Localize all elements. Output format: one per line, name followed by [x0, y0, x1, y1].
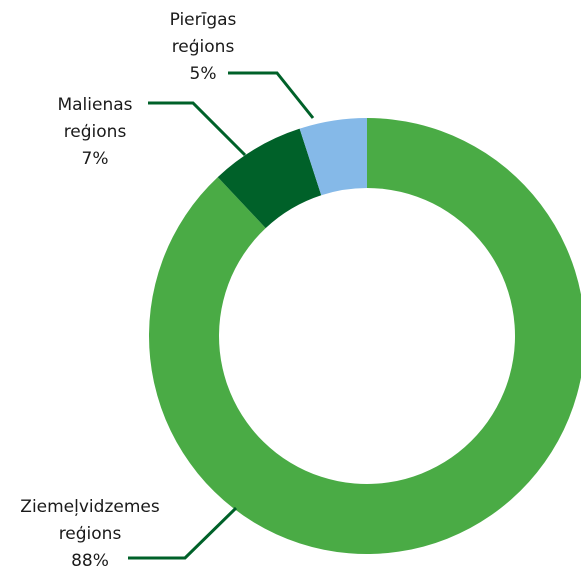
donut-slice: [149, 118, 581, 554]
donut-slice: [217, 128, 322, 229]
value-label: 88%: [71, 551, 109, 570]
slice-label: Ziemeļvidzemes reģions: [20, 497, 160, 544]
value-label: 7%: [82, 149, 109, 169]
donut-slice: [299, 118, 367, 196]
slice-label: Pierīgas reģions: [170, 10, 237, 57]
leader-line: [128, 506, 238, 560]
leader-line: [148, 101, 247, 157]
leader-line: [228, 71, 315, 119]
value-label: 5%: [190, 64, 217, 84]
slice-label: Malienas reģions: [57, 95, 132, 142]
